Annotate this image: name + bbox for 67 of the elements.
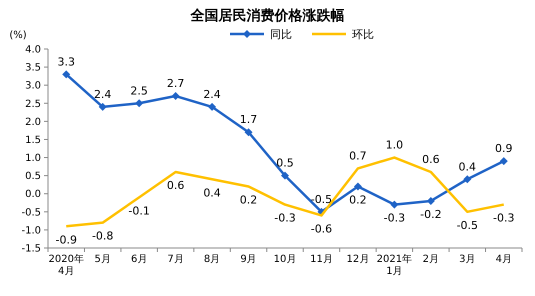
data-label: 1.0 [386,138,404,152]
y-tick-label: 0.5 [25,171,41,182]
y-tick-label: 0.0 [25,189,41,200]
point [62,70,70,78]
y-tick-label: 2.0 [25,116,41,128]
data-label: 0.9 [495,142,513,156]
x-tick-label: 4月 [496,254,512,265]
data-label: 0.7 [349,149,367,162]
x-tick-label: 3月 [459,254,476,265]
point [354,182,362,190]
point [98,102,107,111]
x-tick-label: 10月 [274,254,296,265]
x-tick-label: 5月 [94,254,111,265]
data-label: 2.5 [130,84,148,98]
data-label: 2.4 [94,88,112,101]
data-label: 0.4 [458,160,476,174]
x-tick-label: 2021年 1月 [376,253,412,277]
legend-label: 环比 [352,28,374,41]
y-tick-label: 3.0 [25,80,41,92]
x-tick-label: 2月 [422,254,440,265]
x-tick-label: 11月 [310,254,333,265]
data-label: 2.7 [166,77,184,90]
point [135,99,144,108]
y-axis-title: (%) [9,30,27,41]
point [463,175,472,184]
y-tick-label: 1.5 [25,134,41,146]
point [208,102,216,111]
data-label: -0.6 [310,222,332,236]
data-label: -0.3 [274,212,296,225]
data-label: -0.9 [55,233,77,246]
y-tick-label: -1.0 [21,225,41,236]
data-label: 3.3 [57,55,75,68]
data-label: 1.7 [240,113,258,126]
data-label: -0.8 [92,230,114,243]
y-tick-label: 4.0 [25,44,41,56]
point [500,157,508,166]
data-label: 0.5 [276,156,294,170]
chart-title: 全国居民消费价格涨跌幅 [190,8,344,24]
point [390,200,398,209]
x-tick-label: 2020年 4月 [48,253,84,277]
legend-label: 同比 [270,28,292,41]
data-label: 2.4 [203,88,221,101]
point [244,128,253,136]
data-label: -0.1 [128,204,150,218]
x-tick-label: 7月 [167,254,184,265]
x-tick-label: 9月 [240,254,257,265]
y-tick-label: -0.5 [21,207,41,218]
y-tick-label: 3.5 [25,62,41,74]
x-tick-label: 6月 [130,254,148,265]
y-tick-label: 1.0 [25,153,41,164]
data-label: 0.6 [422,153,440,166]
data-label: -0.5 [456,218,478,232]
data-label: 0.4 [203,186,221,200]
point [281,172,289,180]
x-tick-label: 8月 [204,254,220,265]
data-label: 0.2 [240,193,258,206]
y-tick-label: 2.5 [25,98,41,110]
data-label: -0.2 [420,208,442,221]
y-tick-label: -1.5 [21,244,41,254]
data-label: -0.3 [384,212,406,225]
data-label: 0.6 [166,179,184,192]
x-tick-label: 12月 [346,254,370,265]
data-label: -0.3 [493,212,515,225]
point [426,196,435,205]
data-label: -0.5 [310,192,332,206]
point [172,92,180,100]
data-label: 0.2 [349,193,367,206]
